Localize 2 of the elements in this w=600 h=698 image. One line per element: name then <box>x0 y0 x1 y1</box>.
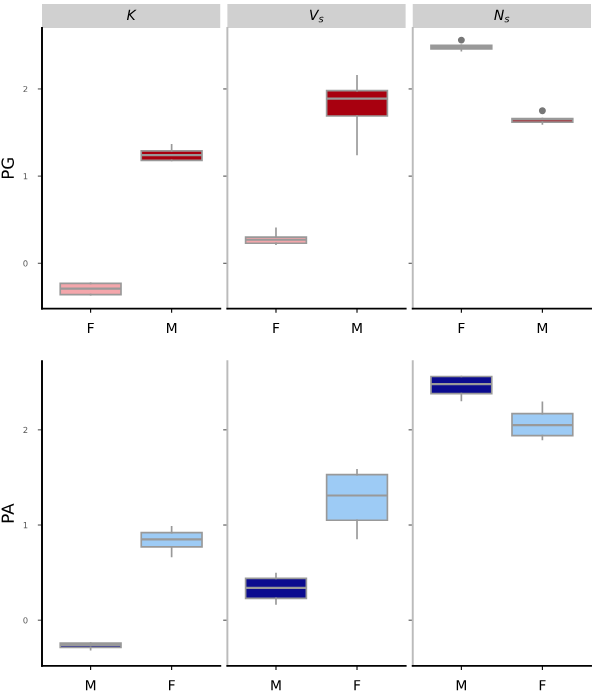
y-axis-title: PG <box>1 158 15 179</box>
y-axis-title: PA <box>1 503 14 523</box>
